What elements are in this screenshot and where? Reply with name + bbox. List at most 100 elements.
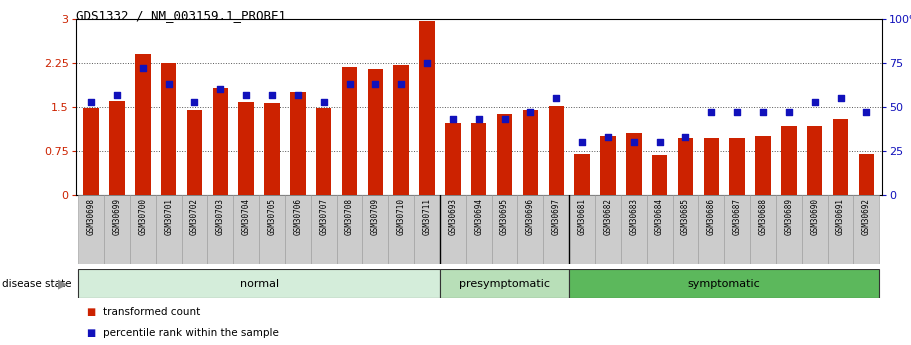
Point xyxy=(756,109,771,115)
FancyBboxPatch shape xyxy=(466,195,492,264)
Text: GSM30709: GSM30709 xyxy=(371,198,380,235)
Text: GSM30707: GSM30707 xyxy=(319,198,328,235)
Bar xyxy=(858,154,874,195)
FancyBboxPatch shape xyxy=(156,195,181,264)
Point xyxy=(523,109,537,115)
Text: GSM30700: GSM30700 xyxy=(138,198,148,235)
Bar xyxy=(212,88,228,195)
Point xyxy=(652,139,667,145)
FancyBboxPatch shape xyxy=(699,195,724,264)
Point xyxy=(472,117,486,122)
FancyBboxPatch shape xyxy=(672,195,699,264)
Bar xyxy=(807,126,823,195)
FancyBboxPatch shape xyxy=(854,195,879,264)
FancyBboxPatch shape xyxy=(440,269,569,298)
Bar xyxy=(833,119,848,195)
Text: GSM30683: GSM30683 xyxy=(630,198,639,235)
FancyBboxPatch shape xyxy=(621,195,647,264)
Text: GSM30694: GSM30694 xyxy=(475,198,483,235)
Bar xyxy=(600,136,616,195)
FancyBboxPatch shape xyxy=(388,195,415,264)
FancyBboxPatch shape xyxy=(776,195,802,264)
Text: presymptomatic: presymptomatic xyxy=(459,279,550,289)
Text: ■: ■ xyxy=(87,307,96,317)
FancyBboxPatch shape xyxy=(492,195,517,264)
FancyBboxPatch shape xyxy=(569,269,879,298)
Point xyxy=(213,87,228,92)
FancyBboxPatch shape xyxy=(440,195,466,264)
Text: percentile rank within the sample: percentile rank within the sample xyxy=(103,328,279,338)
Bar xyxy=(496,114,512,195)
FancyBboxPatch shape xyxy=(595,195,621,264)
Point xyxy=(627,139,641,145)
Text: GSM30706: GSM30706 xyxy=(293,198,302,235)
Bar xyxy=(523,110,538,195)
Text: GSM30711: GSM30711 xyxy=(423,198,432,235)
Bar xyxy=(84,108,99,195)
Bar xyxy=(264,103,280,195)
Text: GSM30708: GSM30708 xyxy=(345,198,354,235)
Bar xyxy=(678,138,693,195)
Bar xyxy=(730,138,745,195)
Bar xyxy=(781,126,796,195)
Point xyxy=(678,134,692,140)
Bar xyxy=(368,69,384,195)
Text: GSM30690: GSM30690 xyxy=(810,198,819,235)
Point xyxy=(394,81,408,87)
Bar xyxy=(239,102,254,195)
Bar xyxy=(626,133,641,195)
Point xyxy=(575,139,589,145)
FancyBboxPatch shape xyxy=(647,195,672,264)
Point xyxy=(368,81,383,87)
Point xyxy=(497,117,512,122)
Text: transformed count: transformed count xyxy=(103,307,200,317)
Point xyxy=(549,95,564,101)
Point xyxy=(445,117,460,122)
Text: GSM30696: GSM30696 xyxy=(526,198,535,235)
Text: ▶: ▶ xyxy=(57,277,67,290)
Point xyxy=(316,99,331,105)
Text: GSM30689: GSM30689 xyxy=(784,198,793,235)
Bar xyxy=(548,106,564,195)
Text: GSM30710: GSM30710 xyxy=(396,198,405,235)
FancyBboxPatch shape xyxy=(78,195,104,264)
Point xyxy=(291,92,305,97)
FancyBboxPatch shape xyxy=(208,195,233,264)
Text: GSM30695: GSM30695 xyxy=(500,198,509,235)
Text: GSM30699: GSM30699 xyxy=(112,198,121,235)
Text: GSM30687: GSM30687 xyxy=(732,198,742,235)
Text: GSM30685: GSM30685 xyxy=(681,198,690,235)
Text: GSM30702: GSM30702 xyxy=(190,198,199,235)
FancyBboxPatch shape xyxy=(285,195,311,264)
Bar xyxy=(574,154,589,195)
FancyBboxPatch shape xyxy=(415,195,440,264)
Text: GSM30698: GSM30698 xyxy=(87,198,96,235)
FancyBboxPatch shape xyxy=(259,195,285,264)
Text: GSM30703: GSM30703 xyxy=(216,198,225,235)
Point xyxy=(600,134,615,140)
Text: GSM30686: GSM30686 xyxy=(707,198,716,235)
Bar xyxy=(135,54,150,195)
Text: GSM30691: GSM30691 xyxy=(836,198,845,235)
Bar xyxy=(394,65,409,195)
Point xyxy=(834,95,848,101)
Bar xyxy=(445,124,461,195)
FancyBboxPatch shape xyxy=(569,195,595,264)
FancyBboxPatch shape xyxy=(724,195,750,264)
Text: GSM30688: GSM30688 xyxy=(759,198,767,235)
FancyBboxPatch shape xyxy=(750,195,776,264)
Text: normal: normal xyxy=(240,279,279,289)
Point xyxy=(161,81,176,87)
FancyBboxPatch shape xyxy=(233,195,259,264)
Bar xyxy=(755,136,771,195)
Text: GSM30682: GSM30682 xyxy=(603,198,612,235)
FancyBboxPatch shape xyxy=(543,195,569,264)
Text: GSM30701: GSM30701 xyxy=(164,198,173,235)
Text: GSM30705: GSM30705 xyxy=(268,198,277,235)
Point xyxy=(265,92,280,97)
Point xyxy=(782,109,796,115)
Point xyxy=(807,99,822,105)
FancyBboxPatch shape xyxy=(363,195,388,264)
Bar xyxy=(471,124,486,195)
FancyBboxPatch shape xyxy=(802,195,827,264)
